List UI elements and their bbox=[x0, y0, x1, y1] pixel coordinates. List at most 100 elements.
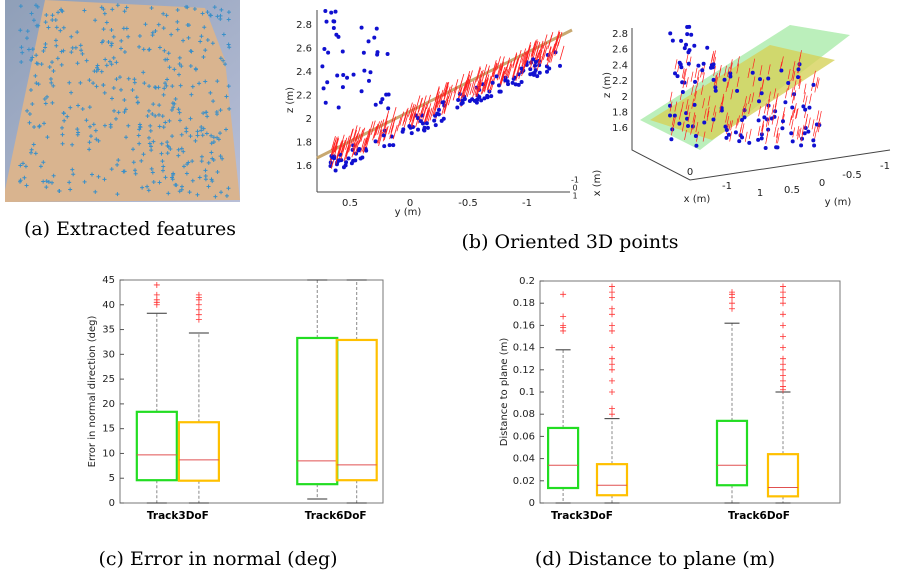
normal bbox=[499, 61, 505, 76]
feature bbox=[132, 80, 137, 85]
normal bbox=[741, 105, 745, 117]
normal bbox=[729, 131, 732, 142]
point bbox=[757, 77, 762, 82]
normal bbox=[710, 121, 714, 133]
feature bbox=[171, 172, 176, 177]
normal bbox=[476, 82, 482, 97]
feature bbox=[58, 28, 63, 33]
outlier bbox=[609, 405, 615, 412]
normal bbox=[686, 104, 690, 115]
normal bbox=[421, 107, 427, 122]
point bbox=[711, 62, 716, 67]
feature bbox=[149, 6, 154, 11]
feature bbox=[161, 125, 166, 130]
normal bbox=[719, 102, 722, 113]
feature bbox=[67, 180, 72, 185]
point bbox=[503, 78, 508, 83]
point bbox=[489, 94, 494, 99]
point bbox=[740, 117, 745, 122]
point bbox=[373, 102, 378, 107]
normal bbox=[447, 91, 453, 106]
outlier bbox=[609, 366, 615, 373]
box bbox=[715, 419, 749, 487]
outlier bbox=[780, 361, 786, 368]
point bbox=[432, 118, 437, 123]
normal bbox=[372, 126, 378, 141]
normal bbox=[748, 93, 751, 104]
feature bbox=[135, 100, 140, 105]
point bbox=[335, 73, 340, 78]
feature bbox=[220, 156, 225, 161]
feature bbox=[80, 107, 85, 112]
feature bbox=[159, 151, 164, 156]
normal bbox=[789, 115, 792, 126]
y-tick-label: 30 bbox=[102, 349, 115, 360]
feature bbox=[55, 56, 60, 61]
point bbox=[490, 80, 495, 85]
point bbox=[693, 134, 698, 139]
feature bbox=[175, 7, 180, 12]
feature bbox=[221, 58, 226, 63]
feature bbox=[22, 175, 27, 180]
point bbox=[700, 68, 705, 73]
feature bbox=[197, 175, 202, 180]
feature bbox=[102, 11, 107, 16]
point bbox=[728, 71, 733, 76]
normal bbox=[415, 113, 420, 128]
normal bbox=[730, 89, 734, 100]
normal bbox=[403, 107, 409, 122]
point bbox=[528, 67, 533, 72]
y-tick-label: 35 bbox=[102, 325, 115, 336]
normal bbox=[684, 68, 687, 79]
point bbox=[326, 50, 331, 55]
point bbox=[386, 106, 391, 111]
normal bbox=[773, 126, 777, 137]
feature bbox=[69, 90, 74, 95]
feature bbox=[54, 25, 59, 30]
feature bbox=[47, 65, 52, 70]
normal bbox=[443, 82, 449, 97]
normal bbox=[737, 115, 740, 126]
outlier bbox=[780, 386, 786, 393]
outlier bbox=[609, 305, 615, 312]
feature bbox=[170, 175, 175, 180]
normal bbox=[443, 98, 449, 113]
normal bbox=[466, 82, 472, 98]
normal bbox=[814, 82, 818, 93]
feature bbox=[179, 64, 184, 69]
normal bbox=[538, 44, 544, 60]
feature bbox=[213, 194, 218, 199]
normal bbox=[795, 108, 799, 119]
feature bbox=[179, 146, 184, 151]
feature bbox=[215, 14, 220, 19]
feature bbox=[161, 92, 166, 97]
normal bbox=[792, 107, 796, 118]
feature bbox=[110, 7, 115, 12]
normal bbox=[333, 138, 339, 153]
y-tick-label: 0.06 bbox=[513, 431, 535, 442]
feature bbox=[223, 62, 228, 67]
feature bbox=[111, 34, 116, 39]
point bbox=[685, 25, 690, 30]
feature bbox=[84, 58, 89, 63]
feature bbox=[211, 99, 216, 104]
normal bbox=[348, 138, 353, 153]
point bbox=[340, 49, 345, 54]
outlier bbox=[780, 289, 786, 296]
feature bbox=[88, 124, 93, 129]
feature bbox=[50, 100, 55, 105]
feature bbox=[218, 108, 223, 113]
feature bbox=[195, 129, 200, 134]
feature bbox=[130, 88, 135, 93]
feature bbox=[159, 141, 164, 146]
point bbox=[375, 52, 380, 57]
feature bbox=[109, 41, 114, 46]
outlier bbox=[780, 377, 786, 384]
feature bbox=[94, 65, 99, 70]
point bbox=[345, 75, 350, 80]
feature bbox=[121, 169, 126, 174]
y-tick-label: 0 bbox=[529, 498, 535, 509]
point bbox=[733, 130, 738, 135]
point bbox=[351, 72, 356, 77]
feature bbox=[218, 16, 223, 21]
